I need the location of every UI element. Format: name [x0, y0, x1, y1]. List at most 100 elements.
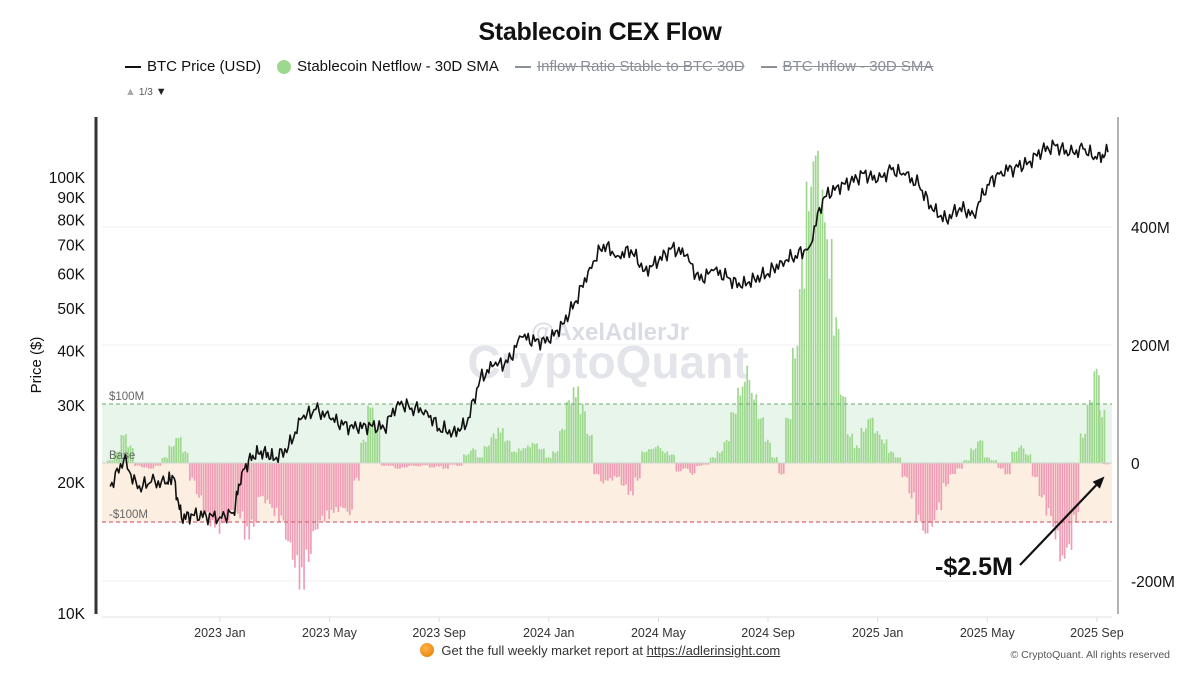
netflow-bar: [826, 239, 828, 463]
netflow-bar: [531, 442, 534, 463]
netflow-bar: [629, 463, 632, 492]
netflow-bar: [458, 463, 461, 466]
netflow-bar: [200, 463, 203, 496]
netflow-bar: [1095, 368, 1098, 463]
netflow-bar: [764, 441, 767, 463]
legend: BTC Price (USD) Stablecoin Netflow - 30D…: [125, 58, 933, 75]
netflow-bar: [1088, 400, 1091, 463]
footer-link[interactable]: https://adlerinsight.com: [646, 643, 781, 658]
netflow-bar: [766, 439, 769, 463]
netflow-bar: [1061, 463, 1064, 556]
netflow-bar: [977, 441, 979, 463]
netflow-bar: [602, 463, 605, 484]
netflow-bar: [933, 463, 936, 521]
netflow-bar: [935, 463, 938, 510]
netflow-bar: [131, 448, 134, 463]
netflow-bar: [184, 451, 187, 463]
left-tick-label: 70K: [57, 238, 85, 255]
netflow-bar: [1047, 463, 1050, 509]
netflow-bar: [342, 463, 344, 508]
netflow-bar: [465, 455, 468, 463]
netflow-bar: [476, 457, 479, 463]
netflow-bar: [456, 463, 458, 466]
netflow-bar: [125, 434, 127, 463]
netflow-bar: [394, 463, 397, 469]
netflow-bar: [604, 463, 607, 481]
line-marker-icon: [760, 65, 777, 68]
netflow-bar: [1059, 463, 1061, 562]
netflow-bar: [734, 414, 737, 463]
netflow-bar: [887, 452, 890, 463]
threshold-label: -$100M: [109, 509, 148, 521]
netflow-bar: [209, 463, 212, 527]
netflow-bar: [561, 428, 564, 463]
netflow-bar: [435, 463, 438, 467]
netflow-bar: [958, 463, 961, 469]
netflow-bar: [657, 445, 659, 463]
netflow-bar: [846, 434, 849, 463]
legend-item-inflow-ratio[interactable]: Inflow Ratio Stable to BTC 30D: [514, 58, 745, 75]
netflow-bar: [837, 329, 840, 463]
netflow-bar: [709, 457, 712, 463]
netflow-bar: [191, 463, 193, 478]
legend-page-down-icon[interactable]: ▼: [155, 86, 167, 98]
netflow-bar: [303, 463, 305, 590]
netflow-bar: [168, 445, 171, 463]
netflow-bar: [511, 451, 513, 463]
legend-item-btc-inflow[interactable]: BTC Inflow - 30D SMA: [760, 58, 933, 75]
netflow-bar: [684, 463, 687, 469]
left-tick-label: 20K: [57, 475, 85, 492]
netflow-bar: [463, 454, 465, 463]
legend-item-stablecoin-netflow[interactable]: Stablecoin Netflow - 30D SMA: [277, 58, 499, 75]
netflow-bar: [175, 438, 178, 463]
right-tick-label: 400M: [1131, 220, 1170, 237]
netflow-bar: [661, 451, 664, 463]
netflow-bar: [275, 463, 278, 508]
netflow-bar: [1103, 463, 1105, 465]
legend-label: Stablecoin Netflow - 30D SMA: [297, 58, 499, 75]
netflow-bar: [177, 438, 180, 463]
netflow-bar: [903, 463, 906, 477]
netflow-bar: [198, 463, 200, 498]
netflow-bar: [855, 445, 858, 463]
netflow-bar: [273, 463, 276, 517]
netflow-bar: [307, 463, 310, 563]
netflow-bar: [278, 463, 280, 522]
netflow-bar: [1015, 451, 1018, 463]
footer: Get the full weekly market report at htt…: [0, 643, 1200, 658]
netflow-bar: [611, 463, 614, 481]
netflow-bar: [1068, 463, 1071, 545]
netflow-bar: [997, 463, 1000, 468]
netflow-bar: [871, 417, 874, 463]
netflow-bar: [122, 435, 125, 463]
netflow-bar: [716, 451, 719, 463]
netflow-bar: [693, 463, 696, 474]
netflow-bar: [453, 463, 456, 465]
netflow-bar: [924, 463, 927, 534]
netflow-bar: [529, 447, 532, 463]
netflow-bar: [712, 457, 714, 463]
legend-page-up-icon[interactable]: ▲: [125, 86, 136, 98]
netflow-bar: [878, 434, 881, 463]
netflow-bar: [755, 394, 758, 463]
legend-label: Inflow Ratio Stable to BTC 30D: [536, 58, 745, 75]
netflow-bar: [533, 443, 536, 463]
netflow-bar: [881, 439, 883, 463]
footer-text: Get the full weekly market report at: [441, 643, 643, 658]
netflow-bar: [890, 451, 892, 463]
legend-item-btc-price[interactable]: BTC Price (USD): [125, 58, 261, 75]
netflow-bar: [970, 448, 972, 463]
netflow-bar: [705, 463, 707, 465]
netflow-bar: [654, 447, 657, 463]
netflow-bar: [467, 454, 470, 463]
netflow-bar: [938, 463, 940, 503]
x-tick-label: 2023 May: [302, 626, 358, 640]
netflow-bar: [499, 432, 502, 463]
netflow-bar: [844, 396, 847, 463]
netflow-bar: [593, 463, 595, 475]
netflow-bar: [940, 463, 943, 511]
netflow-bar: [1093, 371, 1096, 463]
netflow-bar: [410, 463, 413, 466]
netflow-bar: [609, 463, 611, 478]
netflow-bar: [776, 457, 778, 463]
